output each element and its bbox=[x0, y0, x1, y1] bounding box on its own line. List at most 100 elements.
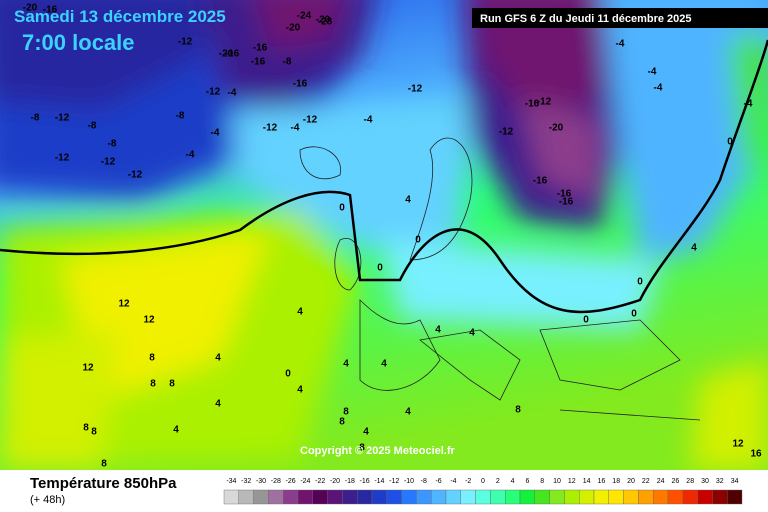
contour-label: 8 bbox=[359, 443, 365, 454]
contour-label: 12 bbox=[143, 315, 155, 326]
scale-label: -34 bbox=[226, 478, 236, 485]
contour-label: -20 bbox=[23, 3, 38, 14]
scale-label: 12 bbox=[568, 478, 576, 485]
contour-label: 4 bbox=[343, 359, 349, 370]
map: -20 -16-12-8 -12-8-12 -12-8-8-12-4-4-16-20-… bbox=[0, 0, 768, 470]
temperature-field bbox=[0, 0, 768, 470]
scale-swatch bbox=[445, 489, 462, 505]
contour-label: -4 bbox=[654, 83, 663, 94]
scale-swatch bbox=[682, 489, 698, 505]
scale-label: 16 bbox=[598, 478, 606, 485]
scale-swatch bbox=[519, 489, 536, 505]
scale-label: -4 bbox=[450, 478, 456, 485]
scale-label: 4 bbox=[511, 478, 515, 485]
scale-swatch bbox=[268, 489, 284, 505]
scale-label: -24 bbox=[300, 478, 310, 485]
contour-label: -4 bbox=[186, 150, 195, 161]
scale-swatch bbox=[505, 489, 521, 505]
scale-label: -18 bbox=[345, 478, 355, 485]
run-info: Run GFS 6 Z du Jeudi 11 décembre 2025 bbox=[480, 13, 692, 25]
contour-label: -20 bbox=[219, 49, 234, 60]
scale-swatch bbox=[564, 489, 580, 505]
scale-label: -30 bbox=[256, 478, 266, 485]
contour-label: 8 bbox=[83, 423, 89, 434]
scale-swatch bbox=[357, 489, 373, 505]
contour-label: -12 bbox=[499, 127, 514, 138]
scale-label: -2 bbox=[465, 478, 471, 485]
scale-label: 6 bbox=[525, 478, 529, 485]
contour-label: 8 bbox=[343, 407, 349, 418]
scale-label: -16 bbox=[360, 478, 370, 485]
forecast-date: Samedi 13 décembre 2025 bbox=[14, 7, 226, 26]
contour-label: 8 bbox=[150, 379, 156, 390]
contour-label: -4 bbox=[228, 88, 237, 99]
contour-label: -4 bbox=[364, 115, 373, 126]
scale-swatch bbox=[579, 489, 595, 505]
legend-lead: (+ 48h) bbox=[30, 494, 65, 506]
contour-label: -16 bbox=[225, 49, 240, 60]
scale-label: 32 bbox=[716, 478, 724, 485]
contour-label: -16 bbox=[43, 5, 58, 16]
scale-label: -22 bbox=[315, 478, 325, 485]
scale-label: 34 bbox=[731, 478, 739, 485]
contour-label: 0 bbox=[285, 369, 291, 380]
scale-label: 10 bbox=[553, 478, 561, 485]
scale-label: 26 bbox=[672, 478, 680, 485]
scale-swatch bbox=[342, 489, 358, 505]
contour-label: -20 bbox=[316, 15, 331, 26]
contour-label: 8 bbox=[339, 417, 345, 428]
scale-label: 18 bbox=[612, 478, 620, 485]
contour-label: -16 bbox=[253, 43, 268, 54]
scale-swatch bbox=[697, 489, 713, 505]
scale-swatch bbox=[416, 489, 432, 505]
contour-label: -28 bbox=[318, 17, 333, 28]
contour-label: -12 bbox=[303, 115, 318, 126]
scale-swatch bbox=[431, 489, 447, 505]
contour-label: -16 bbox=[533, 176, 548, 187]
scale-label: 0 bbox=[481, 478, 485, 485]
scale-swatch bbox=[386, 489, 402, 505]
contour-label: -16 bbox=[559, 197, 574, 208]
scale-swatch bbox=[638, 489, 654, 505]
contour-label: 4 bbox=[435, 325, 441, 336]
contour-label: -20 bbox=[286, 23, 301, 34]
contour-label: -16 bbox=[293, 79, 308, 90]
scale-label: 22 bbox=[642, 478, 650, 485]
scale-swatch bbox=[327, 489, 343, 505]
copyright: Copyright © 2025 Meteociel.fr bbox=[300, 445, 456, 457]
contour-label: -8 bbox=[108, 139, 117, 150]
contour-label: -24 bbox=[297, 11, 312, 22]
contour-label: 4 bbox=[173, 425, 179, 436]
contour-label: -12 bbox=[178, 37, 193, 48]
contour-label: 0 bbox=[377, 263, 383, 274]
scale-swatch bbox=[593, 489, 610, 505]
forecast-time: 7:00 locale bbox=[22, 30, 135, 55]
contour-label: -8 bbox=[283, 57, 292, 68]
scale-swatch bbox=[475, 489, 491, 505]
contour-label: -16 bbox=[525, 99, 540, 110]
scale-label: 24 bbox=[657, 478, 665, 485]
contour-label: -4 bbox=[744, 99, 753, 110]
contour-label: 0 bbox=[631, 309, 637, 320]
contour-labels: -20 -16-12-8 -12-8-12 -12-8-8-12-4-4-16-20-… bbox=[23, 3, 762, 470]
contour-label: 16 bbox=[750, 449, 762, 460]
legend-title: Température 850hPa bbox=[30, 475, 177, 492]
coastlines bbox=[299, 137, 701, 421]
scale-label: 2 bbox=[496, 478, 500, 485]
contour-label: -4 bbox=[291, 123, 300, 134]
scale-label: -28 bbox=[271, 478, 281, 485]
contour-label: 12 bbox=[732, 439, 744, 450]
contour-label: 4 bbox=[469, 328, 475, 339]
contour-label: -12 bbox=[101, 157, 116, 168]
contour-label: 4 bbox=[215, 399, 221, 410]
contour-label: -16 bbox=[557, 189, 572, 200]
contour-label: 8 bbox=[515, 405, 521, 416]
scale-swatch bbox=[297, 489, 314, 505]
scale-label: 8 bbox=[540, 478, 544, 485]
contour-label: -12 bbox=[408, 84, 423, 95]
contour-label: -12 bbox=[55, 153, 70, 164]
contour-label: 4 bbox=[691, 243, 697, 254]
scale-swatch bbox=[727, 489, 743, 505]
scale-label: -26 bbox=[286, 478, 296, 485]
scale-swatch bbox=[549, 489, 565, 505]
